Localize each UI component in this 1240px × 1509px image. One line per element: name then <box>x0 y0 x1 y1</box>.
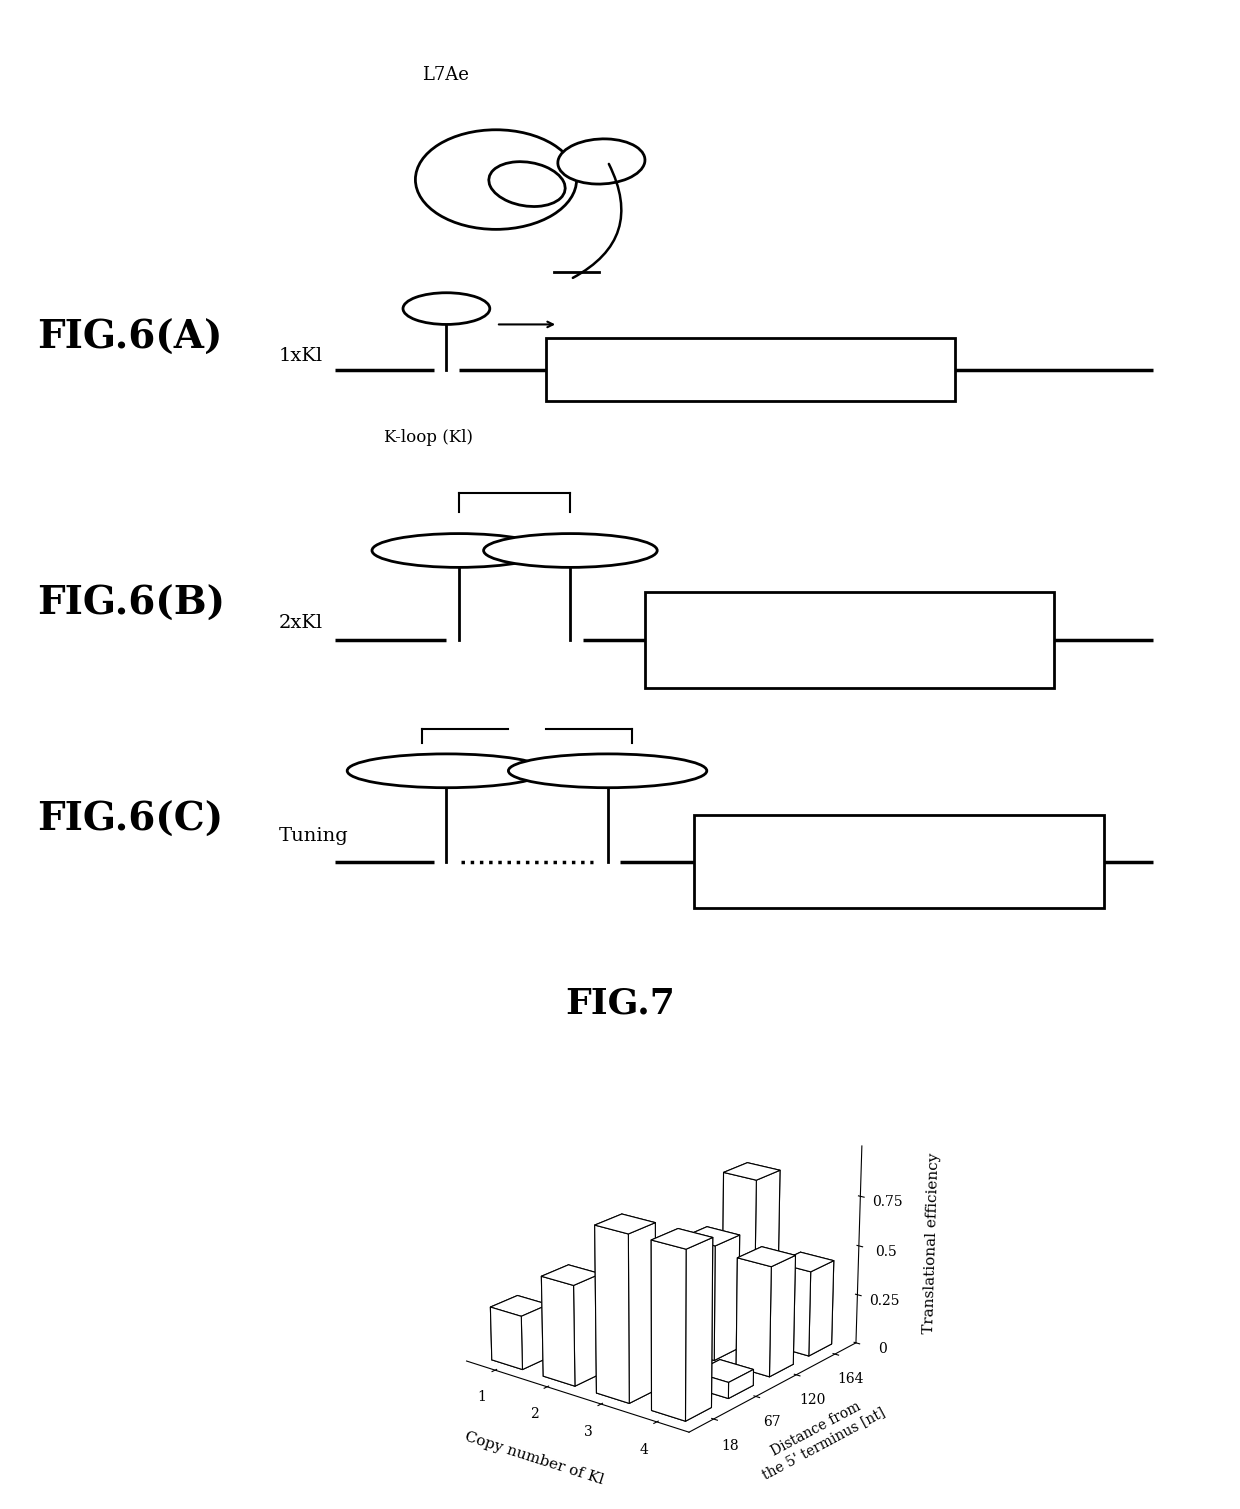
Text: FIG.6(B): FIG.6(B) <box>37 584 226 623</box>
Circle shape <box>372 534 546 567</box>
Text: 2xKl: 2xKl <box>279 614 324 632</box>
Circle shape <box>347 754 546 788</box>
Y-axis label: Distance from
the 5' terminus [nt]: Distance from the 5' terminus [nt] <box>753 1391 888 1482</box>
Ellipse shape <box>415 130 577 229</box>
Text: FIG.7: FIG.7 <box>565 987 675 1020</box>
Circle shape <box>484 534 657 567</box>
Text: FIG.6(C): FIG.6(C) <box>37 800 223 839</box>
Ellipse shape <box>489 161 565 207</box>
Bar <box>546 338 955 401</box>
Circle shape <box>508 754 707 788</box>
Text: 1xKl: 1xKl <box>279 347 324 365</box>
X-axis label: Copy number of Kl: Copy number of Kl <box>463 1429 605 1486</box>
Text: K-loop (Kl): K-loop (Kl) <box>384 429 474 447</box>
Circle shape <box>403 293 490 324</box>
Text: L7Ae: L7Ae <box>422 66 469 85</box>
Ellipse shape <box>558 139 645 184</box>
Bar <box>694 815 1104 908</box>
Bar <box>645 592 1054 688</box>
Text: FIG.6(A): FIG.6(A) <box>37 318 223 358</box>
Text: Tuning: Tuning <box>279 827 348 845</box>
